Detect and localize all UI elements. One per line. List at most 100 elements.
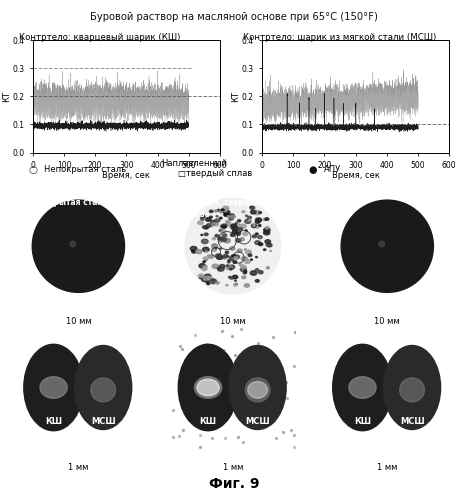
Ellipse shape (225, 251, 229, 254)
Point (227, 378, 234, 386)
Point (277, 382, 285, 390)
Ellipse shape (214, 210, 218, 212)
Point (176, 432, 183, 440)
Ellipse shape (201, 234, 203, 236)
Ellipse shape (230, 226, 234, 228)
Ellipse shape (256, 233, 258, 235)
Text: МСШ: МСШ (245, 416, 270, 426)
Ellipse shape (212, 224, 214, 226)
Ellipse shape (257, 236, 262, 238)
Ellipse shape (263, 218, 266, 220)
Ellipse shape (203, 257, 208, 260)
Ellipse shape (245, 230, 247, 231)
Ellipse shape (235, 284, 237, 285)
Ellipse shape (190, 246, 197, 251)
Point (196, 442, 204, 450)
Point (266, 408, 273, 416)
Point (270, 417, 277, 425)
Ellipse shape (230, 277, 234, 279)
Ellipse shape (219, 218, 222, 219)
Ellipse shape (199, 276, 203, 278)
Point (220, 346, 227, 354)
Text: 1 мм: 1 мм (377, 462, 397, 471)
Ellipse shape (263, 228, 270, 232)
Ellipse shape (241, 265, 246, 268)
Ellipse shape (229, 265, 235, 269)
Ellipse shape (214, 223, 219, 226)
Ellipse shape (245, 250, 251, 254)
Ellipse shape (212, 238, 216, 240)
Ellipse shape (227, 216, 230, 218)
Ellipse shape (178, 344, 238, 430)
Ellipse shape (199, 264, 205, 268)
Text: Непокрытая сталь: Непокрытая сталь (44, 166, 126, 174)
Point (238, 326, 245, 334)
Ellipse shape (197, 221, 203, 224)
Ellipse shape (232, 230, 238, 234)
Point (258, 358, 266, 366)
Point (271, 392, 278, 400)
Ellipse shape (201, 215, 205, 218)
X-axis label: Время, сек: Время, сек (102, 171, 150, 180)
Ellipse shape (204, 266, 207, 268)
Ellipse shape (265, 240, 271, 244)
Ellipse shape (205, 274, 211, 278)
Text: ○: ○ (28, 165, 37, 175)
Ellipse shape (226, 284, 228, 286)
Ellipse shape (216, 255, 223, 260)
Ellipse shape (379, 241, 384, 247)
Point (212, 404, 219, 411)
Y-axis label: КТ: КТ (2, 91, 11, 102)
Ellipse shape (210, 279, 217, 283)
Ellipse shape (224, 214, 229, 216)
Ellipse shape (210, 210, 213, 212)
Point (240, 438, 247, 446)
Ellipse shape (218, 267, 224, 271)
Ellipse shape (233, 261, 237, 264)
Text: Непокрытая сталь: Непокрытая сталь (26, 198, 107, 207)
Ellipse shape (215, 254, 222, 258)
Point (237, 408, 245, 416)
Ellipse shape (216, 216, 218, 217)
Point (179, 426, 187, 434)
Ellipse shape (341, 200, 433, 292)
Text: Фиг. 9: Фиг. 9 (209, 477, 259, 491)
Point (271, 413, 278, 421)
Text: КШ: КШ (199, 416, 217, 426)
Point (256, 359, 263, 367)
Ellipse shape (263, 230, 270, 235)
Ellipse shape (226, 266, 232, 270)
Ellipse shape (253, 225, 255, 226)
Ellipse shape (207, 283, 210, 284)
Ellipse shape (251, 224, 257, 228)
Ellipse shape (222, 234, 227, 237)
Ellipse shape (400, 378, 424, 402)
Ellipse shape (207, 255, 209, 256)
Ellipse shape (333, 344, 392, 430)
Point (283, 394, 291, 402)
Ellipse shape (248, 216, 251, 219)
Ellipse shape (229, 268, 232, 270)
Ellipse shape (250, 206, 255, 210)
Ellipse shape (224, 214, 227, 216)
Ellipse shape (223, 256, 227, 259)
Point (228, 332, 236, 340)
Ellipse shape (241, 256, 247, 260)
Point (234, 433, 241, 441)
Ellipse shape (238, 220, 241, 222)
Point (169, 433, 176, 441)
Ellipse shape (219, 241, 221, 242)
Point (191, 331, 199, 339)
Point (176, 342, 184, 350)
Ellipse shape (265, 226, 269, 229)
Ellipse shape (236, 239, 241, 242)
Point (254, 340, 262, 347)
Ellipse shape (265, 218, 269, 220)
Point (225, 360, 232, 368)
Ellipse shape (212, 244, 217, 247)
Ellipse shape (264, 230, 268, 233)
Point (253, 370, 261, 378)
Ellipse shape (235, 222, 237, 224)
Y-axis label: КТ: КТ (231, 91, 240, 102)
Ellipse shape (231, 234, 235, 236)
